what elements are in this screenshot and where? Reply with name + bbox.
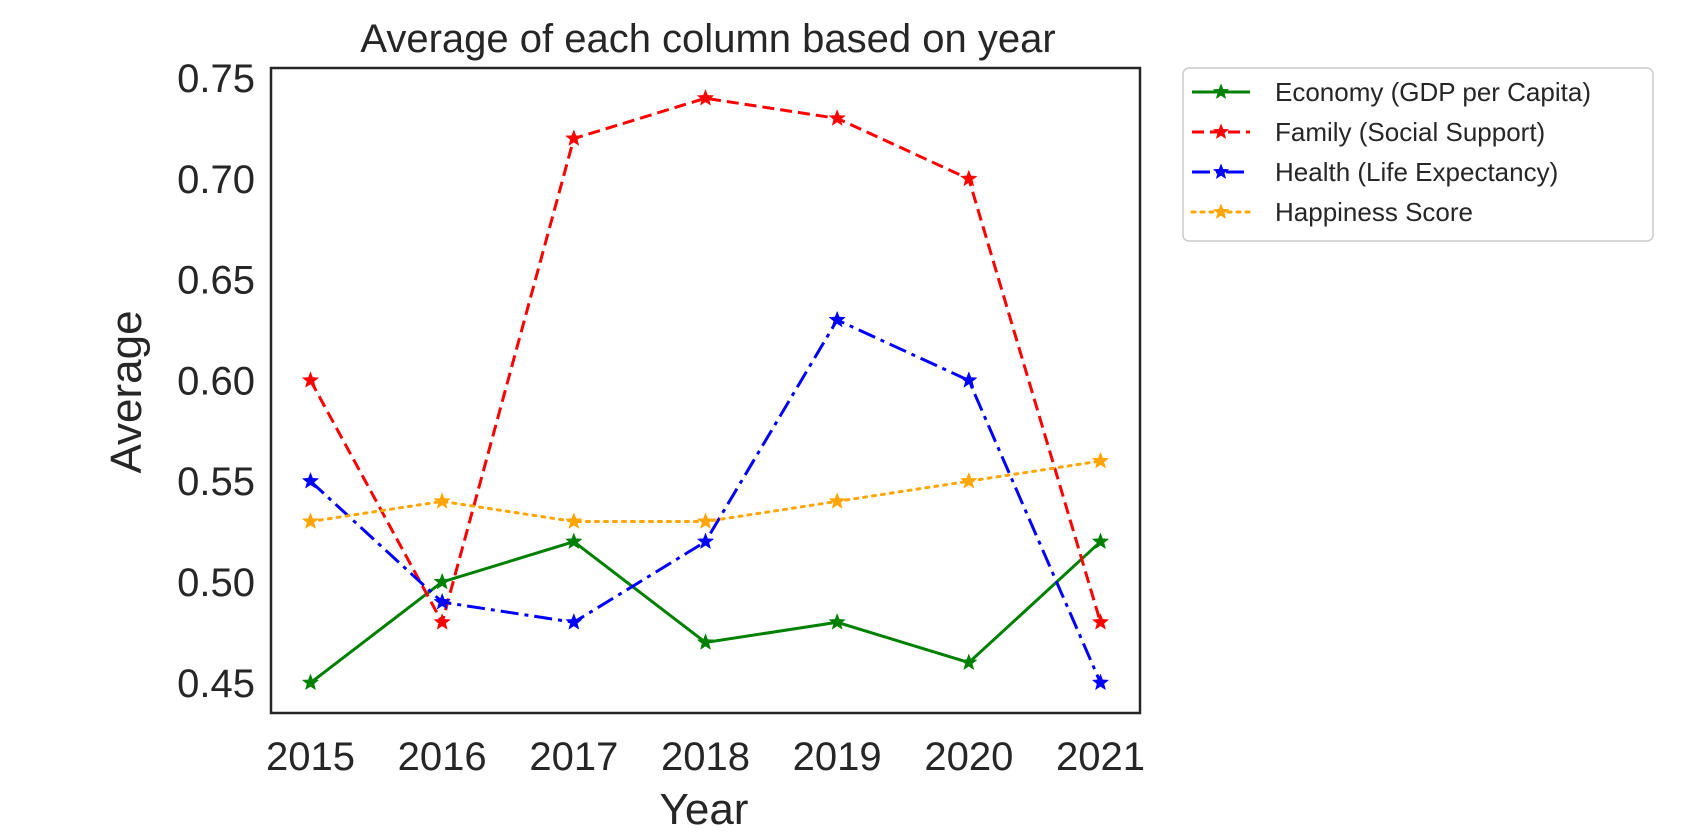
y-tick-label: 0.55 xyxy=(177,460,255,504)
data-point xyxy=(301,512,320,529)
legend-label: Family (Social Support) xyxy=(1275,117,1545,147)
x-tick-label: 2017 xyxy=(529,735,618,779)
series-line xyxy=(309,540,1102,684)
series-1 xyxy=(301,89,1110,630)
legend-marker xyxy=(1212,83,1230,100)
legend-frame xyxy=(1182,67,1654,242)
legend: Economy (GDP per Capita) Family (Social S… xyxy=(1182,67,1654,242)
data-point xyxy=(696,532,715,550)
data-point xyxy=(828,492,846,509)
data-point xyxy=(433,592,451,610)
y-tick-label: 0.50 xyxy=(177,561,255,605)
x-tick-label: 2021 xyxy=(1056,735,1145,779)
data-point xyxy=(565,613,583,630)
plot-area-frame xyxy=(269,66,1142,715)
data-point xyxy=(301,673,320,691)
data-point xyxy=(433,572,451,590)
data-point xyxy=(301,371,320,388)
data-point xyxy=(433,613,451,630)
data-point xyxy=(1091,613,1110,630)
data-point xyxy=(1091,532,1110,550)
data-point xyxy=(433,492,451,509)
x-axis-label: Year xyxy=(660,785,749,834)
legend-entry: Health (Life Expectancy) xyxy=(1192,157,1558,187)
data-point xyxy=(565,129,583,146)
data-point xyxy=(828,310,846,328)
legend-entry: Family (Social Support) xyxy=(1192,117,1545,147)
legend-entry: Happiness Score xyxy=(1190,197,1473,227)
data-point xyxy=(301,471,320,489)
data-point xyxy=(565,532,583,550)
data-point xyxy=(960,169,978,187)
x-tick-label: 2020 xyxy=(924,735,1013,779)
x-tick-label: 2019 xyxy=(793,735,882,779)
data-point xyxy=(1091,673,1110,691)
data-point xyxy=(1091,451,1110,469)
chart-title: Average of each column based on year xyxy=(360,17,1055,61)
data-point xyxy=(696,89,715,106)
y-tick-label: 0.60 xyxy=(177,359,255,403)
data-point xyxy=(828,613,846,630)
data-point xyxy=(960,371,978,388)
legend-marker xyxy=(1212,163,1230,180)
legend-marker xyxy=(1212,203,1230,220)
data-point xyxy=(696,633,715,650)
series-line xyxy=(309,318,1102,684)
series-0 xyxy=(301,532,1110,691)
y-tick-label: 0.75 xyxy=(177,57,255,101)
data-point xyxy=(565,512,583,529)
legend-label: Health (Life Expectancy) xyxy=(1275,157,1558,187)
legend-marker xyxy=(1212,123,1230,140)
series-layer xyxy=(301,89,1110,691)
x-tick-label: 2015 xyxy=(266,735,355,779)
legend-label: Happiness Score xyxy=(1275,197,1473,227)
series-2 xyxy=(301,310,1110,691)
axis-ticks: 0.45 0.50 0.55 0.60 0.65 0.70 0.75 2015 2016 2017… xyxy=(177,57,1145,779)
y-axis-label: Average xyxy=(102,310,151,473)
x-tick-label: 2018 xyxy=(661,735,750,779)
y-tick-label: 0.45 xyxy=(177,662,255,706)
data-point xyxy=(960,653,978,671)
y-tick-label: 0.70 xyxy=(177,158,255,202)
data-point xyxy=(696,512,715,529)
y-tick-label: 0.65 xyxy=(177,259,255,303)
x-tick-label: 2016 xyxy=(398,735,487,779)
legend-label: Economy (GDP per Capita) xyxy=(1275,77,1591,107)
data-point xyxy=(828,109,846,126)
legend-entry: Economy (GDP per Capita) xyxy=(1192,77,1591,107)
data-point xyxy=(960,471,978,489)
series-3 xyxy=(301,451,1110,529)
